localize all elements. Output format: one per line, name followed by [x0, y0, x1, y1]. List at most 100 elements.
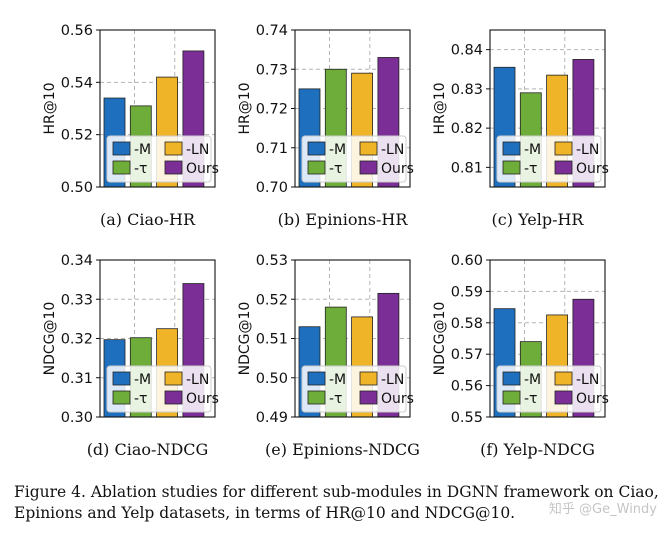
- y-tick-label: 0.60: [451, 253, 483, 269]
- y-axis-label: NDCG@10: [42, 302, 58, 376]
- y-tick-label: 0.49: [256, 410, 288, 426]
- legend-label-m: -M: [134, 372, 151, 388]
- axes-frame: [489, 29, 606, 188]
- legend-label-ln: -LN: [576, 142, 599, 158]
- axes-frame: [99, 29, 216, 188]
- legend-swatch-m: [502, 141, 521, 156]
- subcaption: (e) Epinions-NDCG: [265, 440, 420, 459]
- y-tick-label: 0.59: [451, 284, 483, 300]
- legend-swatch-ln: [554, 371, 573, 386]
- y-tick-label: 0.73: [256, 62, 288, 78]
- subcaption: (b) Epinions-HR: [278, 210, 409, 229]
- y-tick-label: 0.81: [451, 160, 483, 176]
- y-tick-label: 0.53: [256, 253, 288, 269]
- legend-label-m: -M: [524, 372, 541, 388]
- legend-label-ours: Ours: [186, 161, 219, 177]
- legend: -M -LN -τ Ours: [301, 135, 414, 183]
- y-tick-label: 0.56: [61, 23, 93, 39]
- y-tick-label: 0.55: [451, 410, 483, 426]
- ablation-bar-charts: 0.50 0.52 0.54 0.56 HR@10 -M -LN -τ Ours (a) Ciao…: [42, 23, 609, 459]
- y-tick-label: 0.74: [256, 23, 288, 39]
- legend-box: [301, 365, 407, 413]
- legend-swatch-ours: [164, 390, 183, 405]
- subcaption: (f) Yelp-NDCG: [480, 440, 595, 459]
- chart-panel-3: 0.81 0.82 0.83 0.84 HR@10 -M -LN -τ Ours (c) Yelp…: [432, 29, 609, 229]
- y-tick-label: 0.30: [61, 410, 93, 426]
- y-axis-label: NDCG@10: [237, 302, 253, 376]
- y-tick-label: 0.82: [451, 121, 483, 137]
- legend-swatch-ln: [359, 371, 378, 386]
- chart-panel-5: 0.49 0.50 0.51 0.52 0.53 NDCG@10 -M -LN -τ Ours (e…: [237, 253, 420, 459]
- legend-label-tau: -τ: [524, 391, 537, 407]
- y-tick-label: 0.34: [61, 253, 93, 269]
- subcaption: (c) Yelp-HR: [492, 210, 585, 229]
- watermark: 知乎 @Ge_Windy: [548, 502, 657, 517]
- legend-swatch-m: [112, 371, 131, 386]
- legend: -M -LN -τ Ours: [106, 365, 219, 413]
- legend-label-ln: -LN: [186, 372, 209, 388]
- legend-box: [496, 365, 602, 413]
- legend-swatch-ours: [164, 160, 183, 175]
- legend-swatch-ours: [554, 160, 573, 175]
- figure-caption: Figure 4. Ablation studies for different…: [14, 483, 659, 522]
- chart-panel-4: 0.30 0.31 0.32 0.33 0.34 NDCG@10 -M -LN -τ Ours (d…: [42, 253, 219, 459]
- legend-label-tau: -τ: [329, 391, 342, 407]
- y-tick-label: 0.31: [61, 371, 93, 387]
- legend-label-tau: -τ: [524, 161, 537, 177]
- chart-panel-1: 0.50 0.52 0.54 0.56 HR@10 -M -LN -τ Ours (a) Ciao…: [42, 23, 219, 229]
- legend-label-m: -M: [134, 142, 151, 158]
- y-tick-label: 0.51: [256, 332, 288, 348]
- legend-swatch-m: [307, 371, 326, 386]
- y-tick-label: 0.32: [61, 332, 93, 348]
- legend-label-m: -M: [524, 142, 541, 158]
- legend-box: [106, 135, 212, 183]
- y-tick-label: 0.50: [256, 371, 288, 387]
- legend-swatch-tau: [502, 390, 521, 405]
- y-axis-label: HR@10: [237, 82, 253, 134]
- y-tick-label: 0.83: [451, 82, 483, 98]
- y-axis-label: HR@10: [42, 82, 58, 134]
- legend-label-ln: -LN: [381, 142, 404, 158]
- legend-swatch-m: [307, 141, 326, 156]
- axes-frame: [489, 259, 606, 418]
- legend-label-tau: -τ: [134, 391, 147, 407]
- y-tick-label: 0.50: [61, 180, 93, 196]
- legend-swatch-tau: [307, 160, 326, 175]
- y-tick-label: 0.56: [451, 379, 483, 395]
- legend-label-ours: Ours: [576, 391, 609, 407]
- chart-panel-6: 0.55 0.56 0.57 0.58 0.59 0.60 NDCG@10 -M -LN -τ Ou…: [432, 253, 609, 459]
- y-axis-label: NDCG@10: [432, 302, 448, 376]
- legend-label-m: -M: [329, 372, 346, 388]
- legend-label-ours: Ours: [186, 391, 219, 407]
- y-tick-label: 0.58: [451, 316, 483, 332]
- y-tick-label: 0.54: [61, 75, 93, 91]
- legend-label-m: -M: [329, 142, 346, 158]
- y-tick-label: 0.71: [256, 141, 288, 157]
- legend-label-ln: -LN: [381, 372, 404, 388]
- legend-label-ours: Ours: [576, 161, 609, 177]
- legend-label-tau: -τ: [134, 161, 147, 177]
- legend-label-ln: -LN: [186, 142, 209, 158]
- subcaption: (a) Ciao-HR: [100, 210, 196, 229]
- legend-swatch-ln: [554, 141, 573, 156]
- y-tick-label: 0.72: [256, 102, 288, 118]
- legend-label-ours: Ours: [381, 161, 414, 177]
- chart-panel-2: 0.70 0.71 0.72 0.73 0.74 HR@10 -M -LN -τ Ours (b) …: [237, 23, 414, 229]
- legend-swatch-ln: [164, 371, 183, 386]
- legend-box: [106, 365, 212, 413]
- y-tick-label: 0.70: [256, 180, 288, 196]
- legend-box: [301, 135, 407, 183]
- legend: -M -LN -τ Ours: [106, 135, 219, 183]
- legend-swatch-ours: [359, 390, 378, 405]
- legend: -M -LN -τ Ours: [496, 135, 609, 183]
- legend-swatch-tau: [112, 390, 131, 405]
- legend-label-tau: -τ: [329, 161, 342, 177]
- y-tick-label: 0.52: [256, 292, 288, 308]
- legend-box: [496, 135, 602, 183]
- y-tick-label: 0.33: [61, 292, 93, 308]
- subcaption: (d) Ciao-NDCG: [87, 440, 209, 459]
- y-axis-label: HR@10: [432, 82, 448, 134]
- y-tick-label: 0.57: [451, 347, 483, 363]
- legend: -M -LN -τ Ours: [301, 365, 414, 413]
